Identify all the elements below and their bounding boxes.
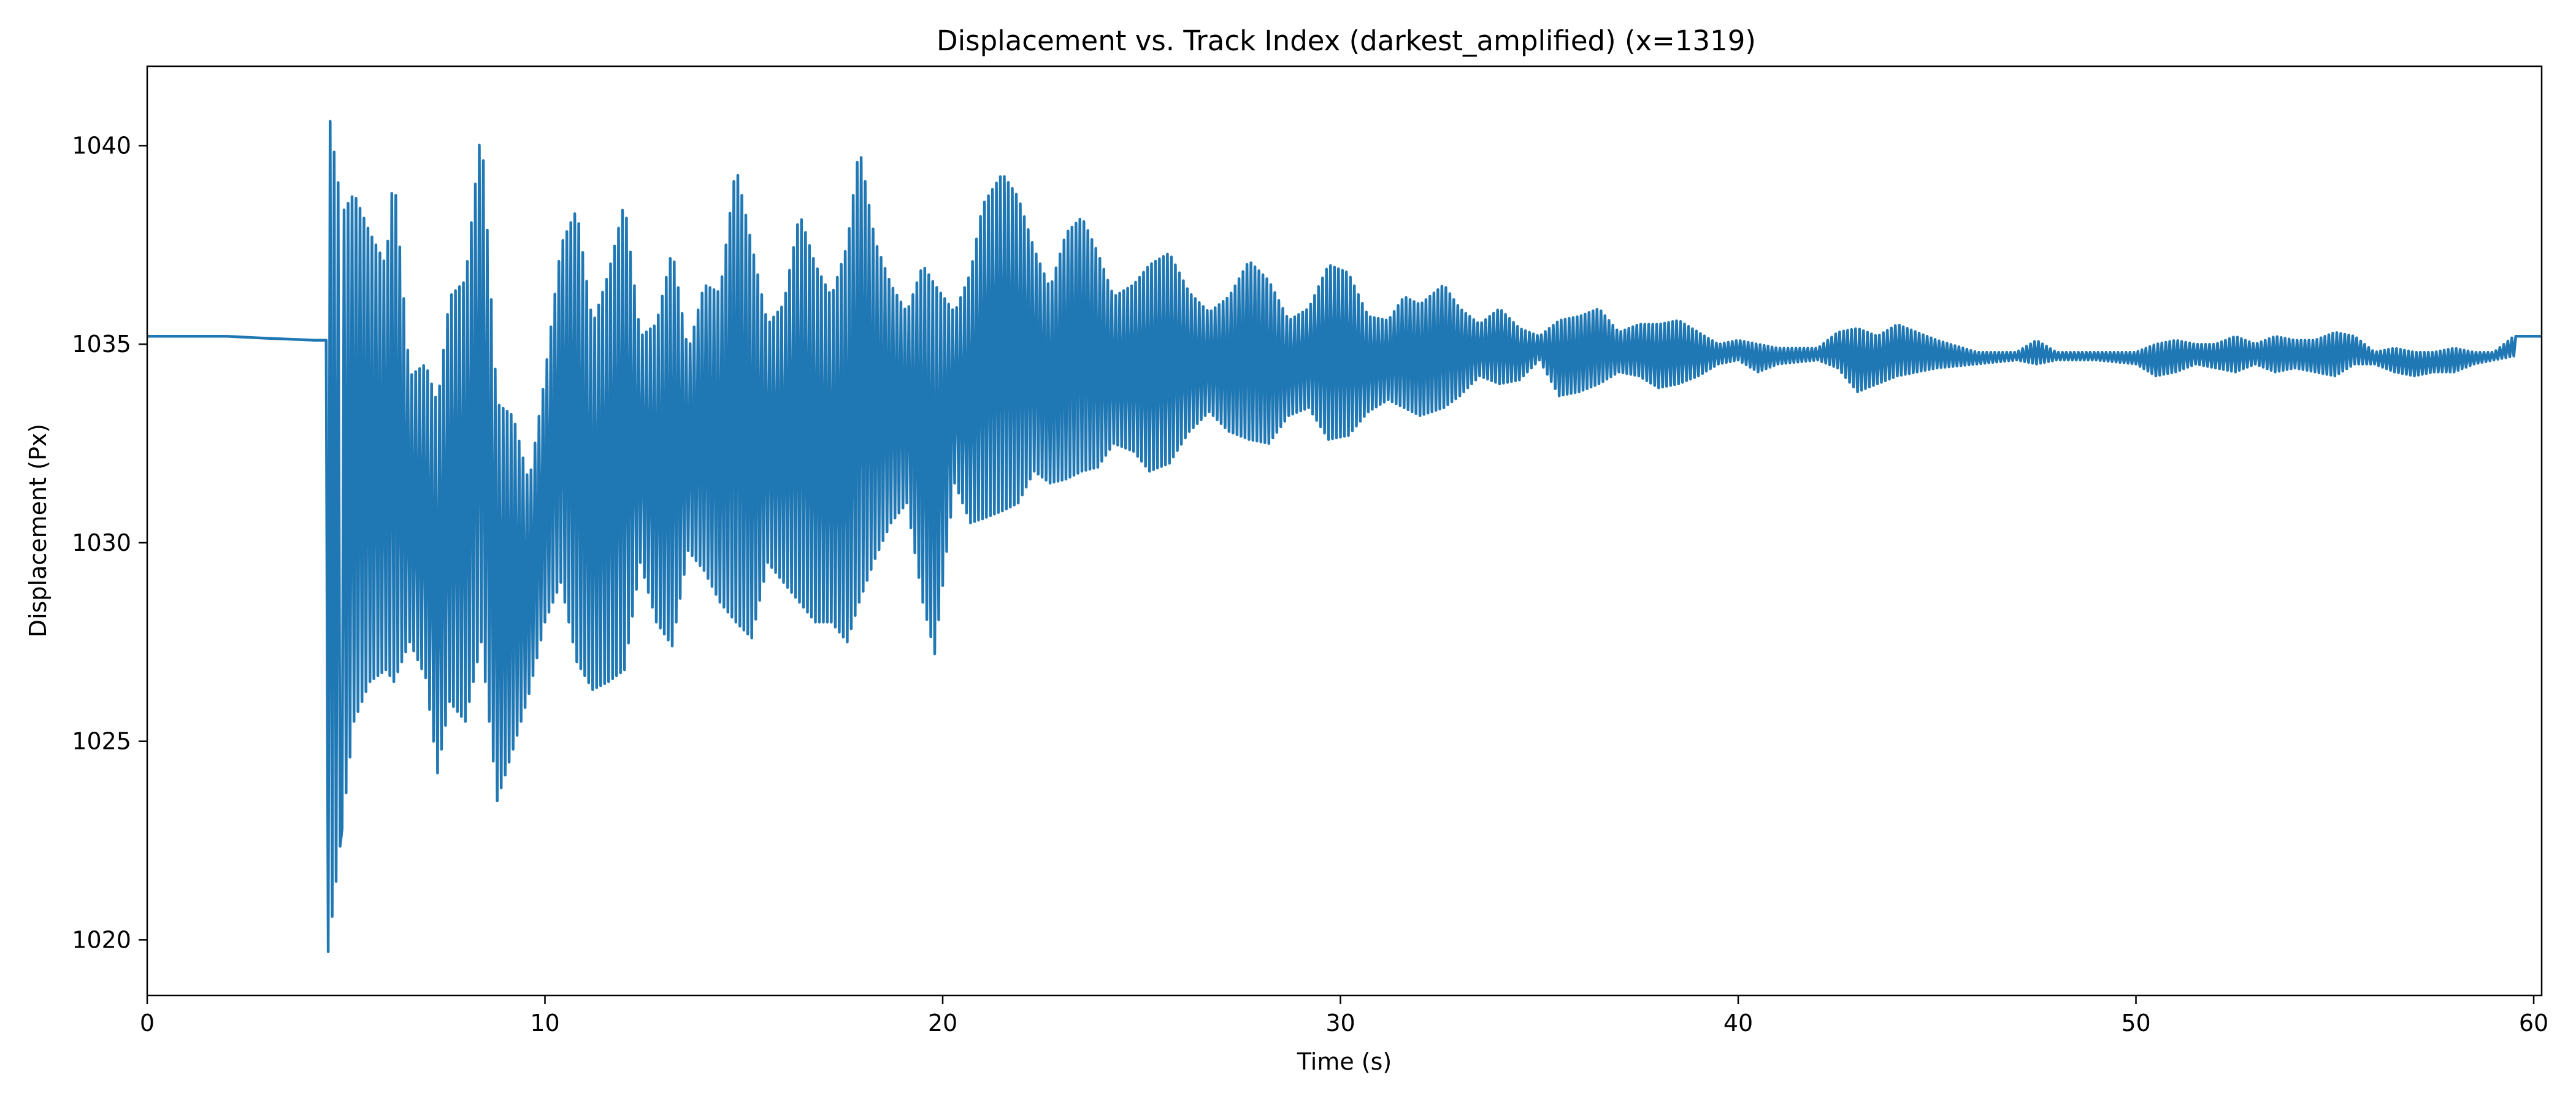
- x-axis-label: Time (s): [1297, 1048, 1392, 1075]
- y-axis: 1020 1025 1030 1035 1040: [72, 132, 147, 953]
- chart-title: Displacement vs. Track Index (darkest_am…: [937, 25, 1756, 57]
- x-tick-label: 30: [1325, 1010, 1355, 1037]
- y-tick-label: 1040: [72, 132, 131, 159]
- y-tick-label: 1035: [72, 331, 131, 358]
- y-tick-label: 1020: [72, 926, 131, 953]
- y-tick-label: 1030: [72, 529, 131, 556]
- x-tick-label: 60: [2519, 1010, 2548, 1037]
- plot-area: [147, 120, 2542, 954]
- x-tick-label: 50: [2121, 1010, 2150, 1037]
- y-tick-label: 1025: [72, 728, 131, 755]
- x-axis: 0 10 20 30 40 50 60: [140, 995, 2548, 1037]
- x-tick-label: 20: [928, 1010, 957, 1037]
- x-tick-label: 40: [1723, 1010, 1753, 1037]
- x-tick-label: 0: [140, 1010, 155, 1037]
- y-axis-label: Displacement (Px): [25, 424, 52, 637]
- series-line: [147, 120, 2542, 954]
- plot-frame: [146, 65, 2543, 997]
- x-tick-label: 10: [530, 1010, 559, 1037]
